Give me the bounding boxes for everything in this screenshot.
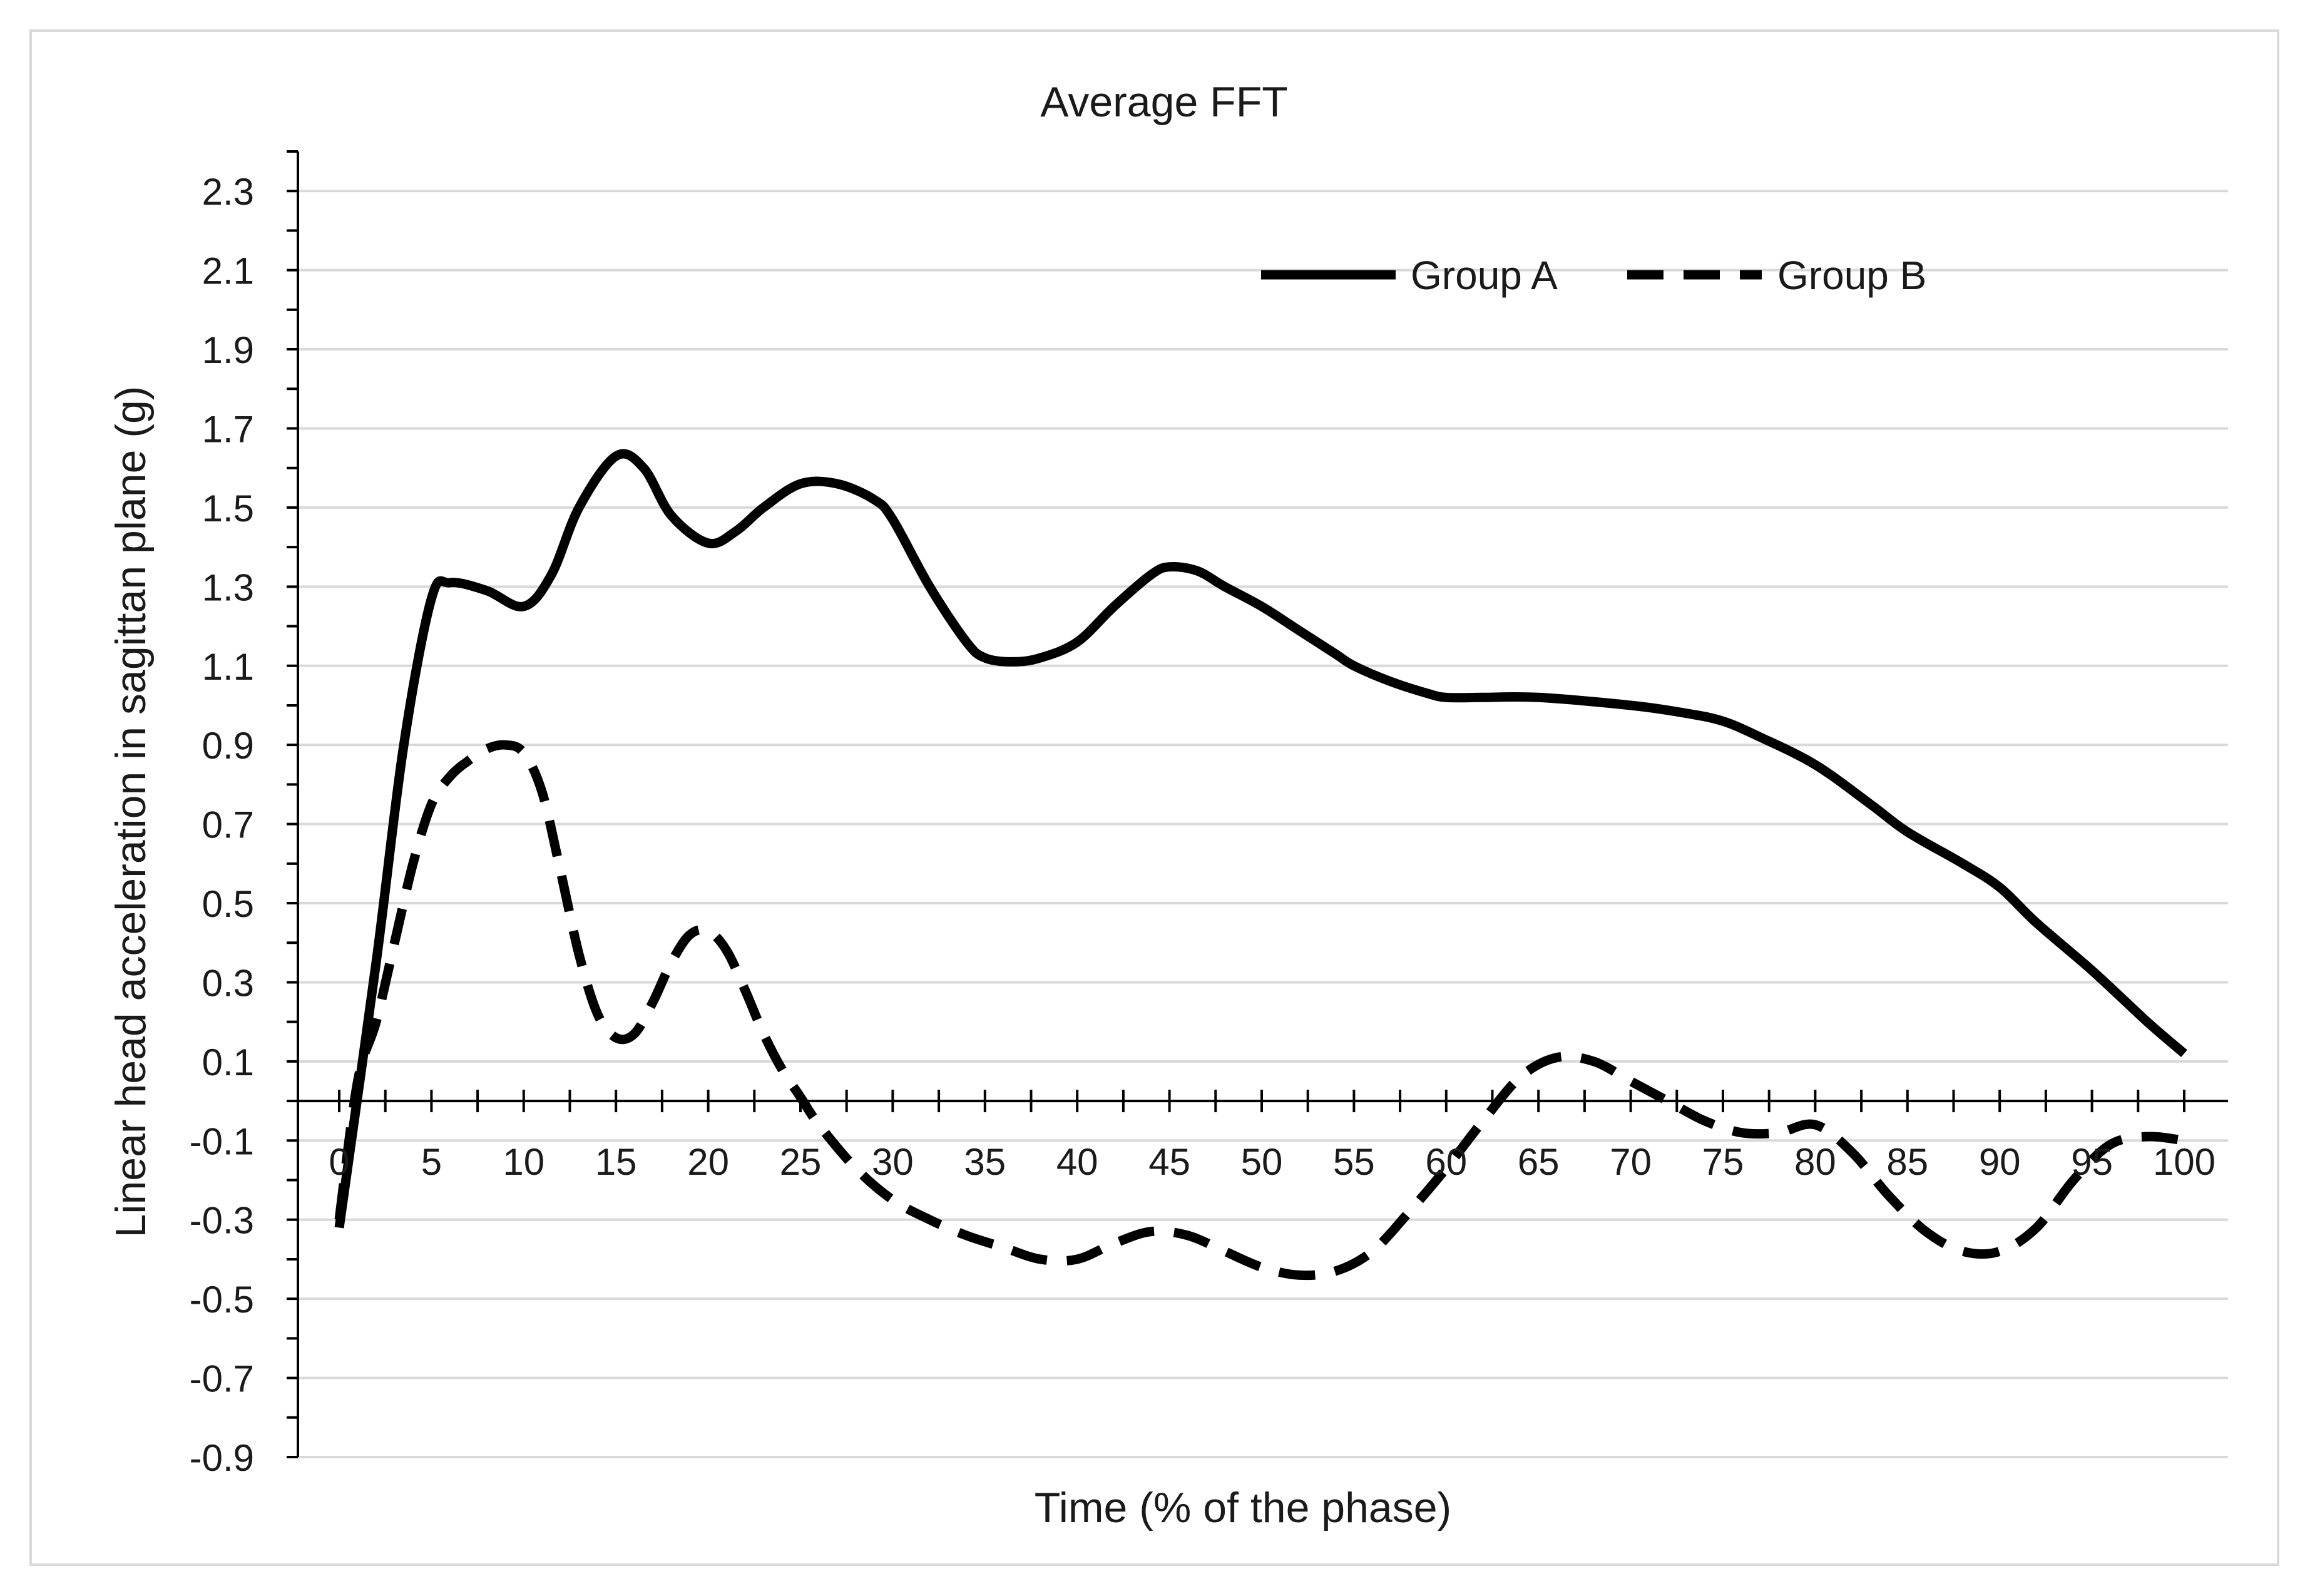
y-tick-label: 0.5 <box>202 883 254 925</box>
x-tick-labels: 0 5 10 15 20 25 30 35 40 45 50 55 60 65 70 75 80 85 90 95 10… <box>329 1141 2215 1183</box>
y-tick-label: 1.1 <box>202 646 254 688</box>
y-tick-label: -0.1 <box>190 1120 254 1162</box>
x-tick-label: 40 <box>1056 1141 1098 1183</box>
gridlines <box>298 190 2228 1458</box>
x-tick-label: 85 <box>1886 1141 1928 1183</box>
x-tick-label: 45 <box>1148 1141 1190 1183</box>
y-tick-label: 0.3 <box>202 962 254 1004</box>
x-tick-label: 95 <box>2071 1141 2113 1183</box>
legend-label-group-b: Group B <box>1777 253 1926 298</box>
y-tick-label: 1.7 <box>202 408 254 450</box>
x-tick-label: 80 <box>1794 1141 1836 1183</box>
chart-frame <box>29 29 2279 1566</box>
x-axis-title: Time (% of the phase) <box>1035 1484 1451 1532</box>
y-tick-label: -0.3 <box>190 1200 254 1242</box>
x-tick-label: 5 <box>421 1141 442 1183</box>
x-tick-label: 60 <box>1425 1141 1467 1183</box>
y-tick-label: 1.9 <box>202 329 254 371</box>
x-tick-label: 70 <box>1610 1141 1652 1183</box>
series-line-group-b <box>334 740 2185 1281</box>
y-tick-label: 0.7 <box>202 804 254 846</box>
legend-label-group-a: Group A <box>1411 253 1558 298</box>
x-tick-label: 0 <box>329 1141 349 1183</box>
x-tick-label: 10 <box>503 1141 544 1183</box>
y-tick-label: 1.5 <box>202 488 254 529</box>
y-tick-label: 2.1 <box>202 250 254 292</box>
y-axis-title: Linear head acceleration in sagittan pla… <box>107 386 155 1238</box>
series <box>334 449 2187 1281</box>
x-tick-label: 90 <box>1979 1141 2021 1183</box>
x-tick-label: 55 <box>1333 1141 1375 1183</box>
y-tick-label: 0.1 <box>202 1041 254 1083</box>
x-tick-label: 35 <box>964 1141 1006 1183</box>
y-tick-label: 0.9 <box>202 725 254 767</box>
y-tick-labels: -0.9 -0.7 -0.5 -0.3 -0.1 0.1 0.3 0.5 0.7 0.9 1.1 1.… <box>190 171 254 1479</box>
y-tick-label: 2.3 <box>202 171 254 213</box>
x-tick-label: 65 <box>1518 1141 1560 1183</box>
series-line-group-a <box>334 449 2187 1229</box>
axes <box>297 151 2228 1457</box>
axis-ticks <box>287 150 2185 1458</box>
y-tick-label: -0.7 <box>190 1358 254 1400</box>
x-tick-label: 100 <box>2153 1141 2215 1183</box>
legend: Group A Group B <box>1261 253 1926 298</box>
x-tick-label: 25 <box>780 1141 822 1183</box>
x-tick-label: 30 <box>872 1141 914 1183</box>
chart-title: Average FFT <box>1040 78 1288 126</box>
x-tick-label: 20 <box>687 1141 729 1183</box>
x-tick-label: 75 <box>1702 1141 1744 1183</box>
x-tick-label: 15 <box>595 1141 637 1183</box>
y-tick-label: -0.9 <box>190 1437 254 1479</box>
x-tick-label: 50 <box>1241 1141 1283 1183</box>
y-tick-label: 1.3 <box>202 566 254 608</box>
y-tick-label: -0.5 <box>190 1279 254 1321</box>
